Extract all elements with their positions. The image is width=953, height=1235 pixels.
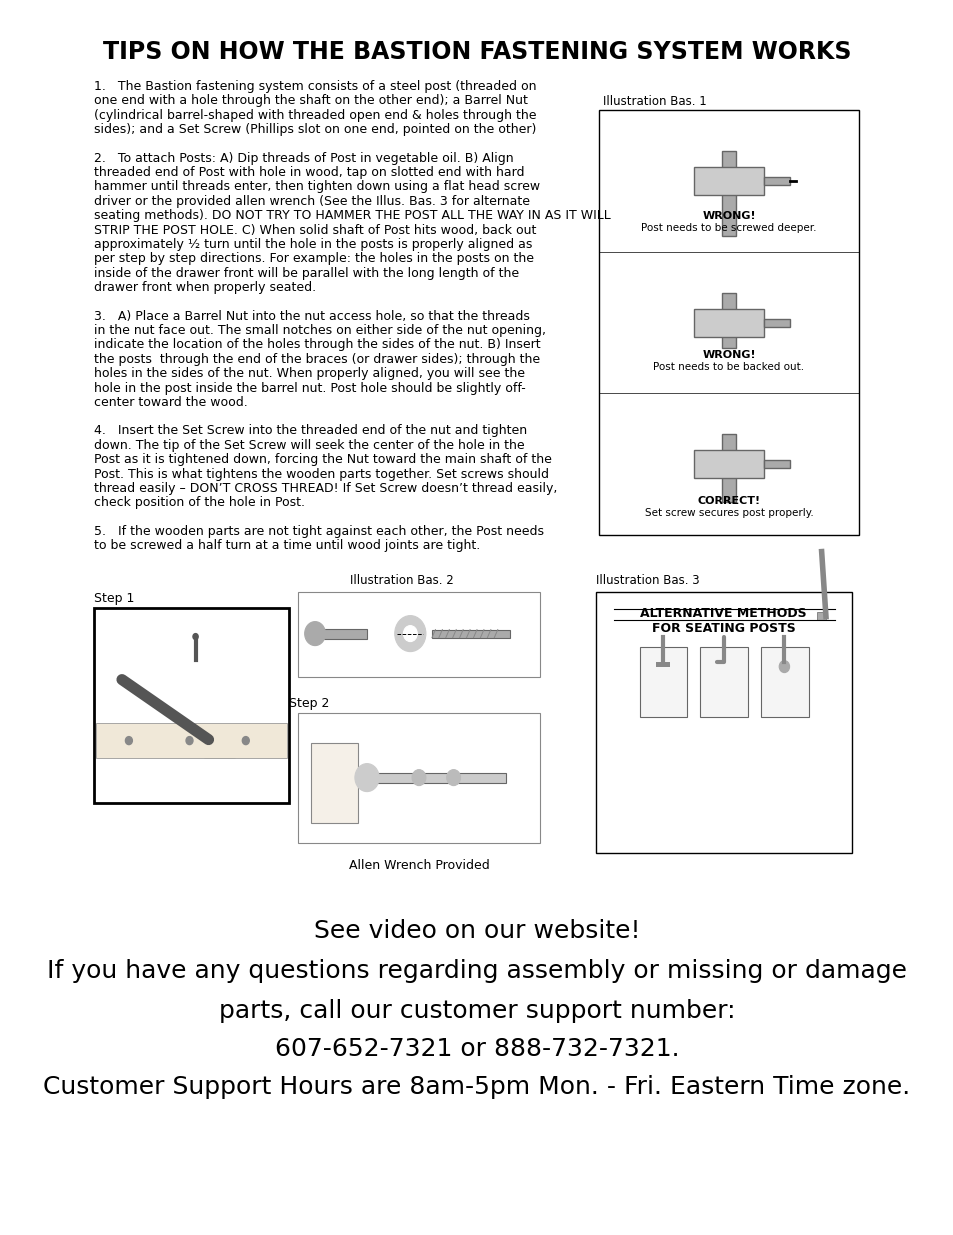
Text: Customer Support Hours are 8am-5pm Mon. - Fri. Eastern Time zone.: Customer Support Hours are 8am-5pm Mon. … [43,1074,910,1099]
Bar [817,611,825,620]
Text: Illustration Bas. 3: Illustration Bas. 3 [596,573,700,587]
Bar [700,647,747,716]
Circle shape [446,769,460,785]
Bar [694,451,762,478]
Text: Illustration Bas. 1: Illustration Bas. 1 [603,95,706,107]
Circle shape [412,769,425,785]
Text: Post needs to be screwed deeper.: Post needs to be screwed deeper. [640,222,816,233]
Bar [314,629,367,638]
Text: 5.   If the wooden parts are not tight against each other, the Post needs: 5. If the wooden parts are not tight aga… [94,525,544,537]
Bar [762,177,789,185]
Bar [311,742,358,823]
Text: per step by step directions. For example: the holes in the posts on the: per step by step directions. For example… [94,252,534,266]
Text: inside of the drawer front will be parallel with the long length of the: inside of the drawer front will be paral… [94,267,518,280]
Text: 1.   The Bastion fastening system consists of a steel post (threaded on: 1. The Bastion fastening system consists… [94,80,537,93]
Text: 2.   To attach Posts: A) Dip threads of Post in vegetable oil. B) Align: 2. To attach Posts: A) Dip threads of Po… [94,152,514,164]
Text: the posts  through the end of the braces (or drawer sides); through the: the posts through the end of the braces … [94,353,539,366]
Text: Post as it is tightened down, forcing the Nut toward the main shaft of the: Post as it is tightened down, forcing th… [94,453,552,466]
Bar [656,662,669,667]
Bar [760,647,808,716]
Text: Step 2: Step 2 [289,697,329,710]
Text: Allen Wrench Provided: Allen Wrench Provided [348,858,489,872]
Text: threaded end of Post with hole in wood, tap on slotted end with hard: threaded end of Post with hole in wood, … [94,165,524,179]
Text: in the nut face out. The small notches on either side of the nut opening,: in the nut face out. The small notches o… [94,324,546,337]
Bar [762,319,789,326]
Bar [721,293,735,347]
Bar [204,726,234,757]
Circle shape [355,763,378,792]
Text: sides); and a Set Screw (Phillips slot on one end, pointed on the other): sides); and a Set Screw (Phillips slot o… [94,124,537,136]
Bar [762,461,789,468]
Bar [721,435,735,503]
Bar [721,151,735,236]
Bar [94,608,289,803]
Text: 3.   A) Place a Barrel Nut into the nut access hole, so that the threads: 3. A) Place a Barrel Nut into the nut ac… [94,310,530,322]
Text: drawer front when properly seated.: drawer front when properly seated. [94,282,316,294]
Text: one end with a hole through the shaft on the other end); a Barrel Nut: one end with a hole through the shaft on… [94,94,528,107]
Bar [596,592,851,852]
Text: thread easily – DON’T CROSS THREAD! If Set Screw doesn’t thread easily,: thread easily – DON’T CROSS THREAD! If S… [94,482,558,495]
Text: hole in the post inside the barrel nut. Post hole should be slightly off-: hole in the post inside the barrel nut. … [94,382,525,395]
Text: approximately ½ turn until the hole in the posts is properly aligned as: approximately ½ turn until the hole in t… [94,238,532,251]
Circle shape [304,621,325,646]
Circle shape [193,634,198,640]
Bar [96,722,287,757]
Text: If you have any questions regarding assembly or missing or damage: If you have any questions regarding asse… [47,958,906,983]
Text: seating methods). DO NOT TRY TO HAMMER THE POST ALL THE WAY IN AS IT WILL: seating methods). DO NOT TRY TO HAMMER T… [94,209,610,222]
Text: check position of the hole in Post.: check position of the hole in Post. [94,496,305,509]
Bar [297,592,539,677]
Bar [694,309,762,336]
Text: Step 1: Step 1 [94,592,134,605]
Text: 607-652-7321 or 888-732-7321.: 607-652-7321 or 888-732-7321. [274,1036,679,1061]
Text: WRONG!: WRONG! [701,211,755,221]
Text: Post. This is what tightens the wooden parts together. Set screws should: Post. This is what tightens the wooden p… [94,468,549,480]
Text: (cylindrical barrel-shaped with threaded open end & holes through the: (cylindrical barrel-shaped with threaded… [94,109,537,122]
Text: TIPS ON HOW THE BASTION FASTENING SYSTEM WORKS: TIPS ON HOW THE BASTION FASTENING SYSTEM… [103,40,850,64]
Text: holes in the sides of the nut. When properly aligned, you will see the: holes in the sides of the nut. When prop… [94,367,525,380]
Text: CORRECT!: CORRECT! [697,496,760,506]
Bar [432,630,509,637]
Bar [639,647,687,716]
Circle shape [403,626,416,642]
Bar [694,167,762,195]
Text: center toward the wood.: center toward the wood. [94,396,248,409]
Text: hammer until threads enter, then tighten down using a flat head screw: hammer until threads enter, then tighten… [94,180,539,194]
Text: to be screwed a half turn at a time until wood joints are tight.: to be screwed a half turn at a time unti… [94,540,480,552]
Text: Post needs to be backed out.: Post needs to be backed out. [653,363,803,373]
Text: indicate the location of the holes through the sides of the nut. B) Insert: indicate the location of the holes throu… [94,338,540,352]
Text: driver or the provided allen wrench (See the Illus. Bas. 3 for alternate: driver or the provided allen wrench (See… [94,195,530,207]
Bar [297,713,539,842]
Text: WRONG!: WRONG! [701,351,755,361]
Text: 4.   Insert the Set Screw into the threaded end of the nut and tighten: 4. Insert the Set Screw into the threade… [94,425,527,437]
Text: parts, call our customer support number:: parts, call our customer support number: [218,999,735,1023]
Circle shape [186,736,193,745]
Circle shape [125,736,132,745]
Circle shape [395,615,425,652]
Circle shape [779,661,789,673]
Text: See video on our website!: See video on our website! [314,919,639,942]
Text: Illustration Bas. 2: Illustration Bas. 2 [350,573,453,587]
Text: down. The tip of the Set Screw will seek the center of the hole in the: down. The tip of the Set Screw will seek… [94,438,524,452]
Text: STRIP THE POST HOLE. C) When solid shaft of Post hits wood, back out: STRIP THE POST HOLE. C) When solid shaft… [94,224,537,237]
Text: ALTERNATIVE METHODS
FOR SEATING POSTS: ALTERNATIVE METHODS FOR SEATING POSTS [639,606,806,635]
Bar [598,110,858,535]
Text: Set screw secures post properly.: Set screw secures post properly. [644,508,813,519]
Bar [367,773,505,783]
Circle shape [242,736,249,745]
